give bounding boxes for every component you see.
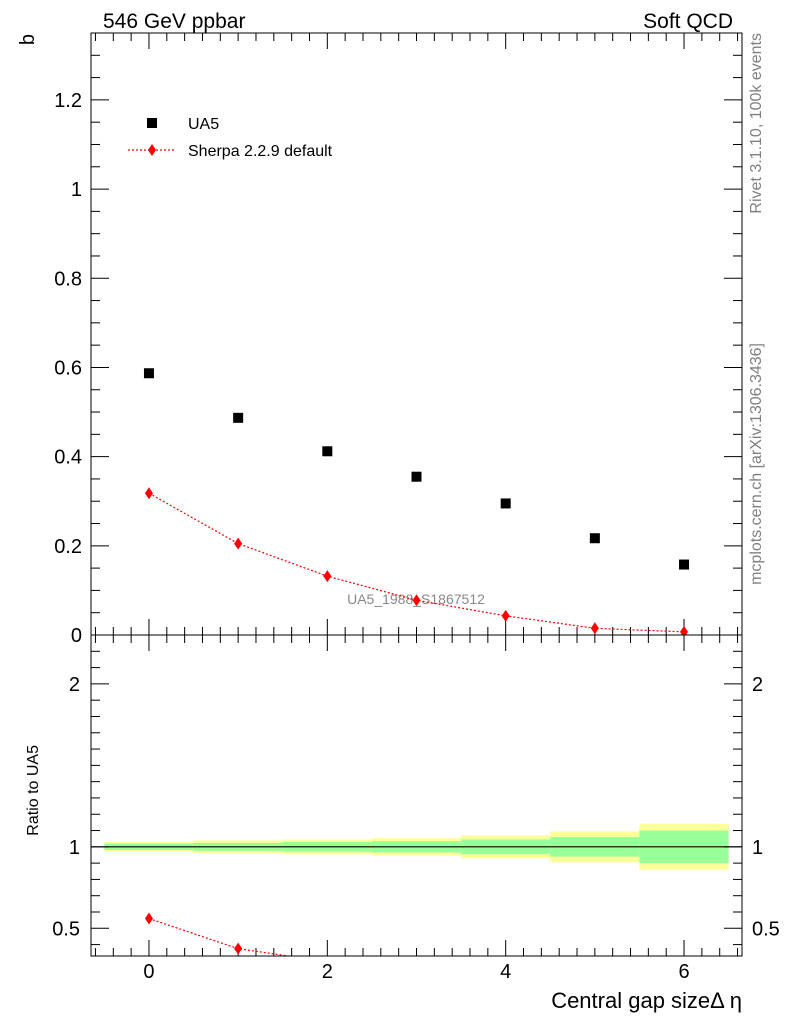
mcplots-label: mcplots.cern.ch [arXiv:1306.3436] <box>748 343 765 585</box>
sherpa-point <box>501 609 510 622</box>
sherpa-point <box>234 537 243 550</box>
ratio-y-tick-label-right: 2 <box>752 674 763 696</box>
ratio-y-tick-label: 0.5 <box>52 918 80 940</box>
sherpa-point <box>590 622 599 635</box>
ratio-y-tick-label-right: 1 <box>752 837 763 859</box>
sherpa-point <box>680 625 689 635</box>
legend: UA5 Sherpa 2.2.9 default <box>128 116 333 160</box>
main-y-tick-label: 1.2 <box>54 90 82 112</box>
ua5-point <box>589 533 600 544</box>
ua5-point <box>233 412 244 423</box>
legend-marker-sherpa <box>148 144 156 156</box>
ua5-point <box>411 471 422 482</box>
sherpa-ratio-point <box>413 968 421 980</box>
x-tick-label: 4 <box>500 961 511 983</box>
ratio-y-axis-label: Ratio to UA5 <box>25 745 42 836</box>
sherpa-line <box>148 492 685 633</box>
x-axis-label: Central gap sizeΔ η <box>551 988 742 1013</box>
sherpa-point <box>144 487 153 500</box>
main-y-tick-label: 0 <box>71 625 82 647</box>
main-y-tick-label: 0.8 <box>54 268 82 290</box>
main-y-tick-label: 0.2 <box>54 536 82 558</box>
ua5-point <box>679 559 690 570</box>
main-axis-ticks: 0 0.2 0.4 0.6 0.8 1 1.2 <box>54 33 742 647</box>
x-tick-label: 0 <box>143 961 154 983</box>
ua5-point <box>500 498 511 509</box>
sherpa-ratio-point <box>144 912 153 925</box>
legend-marker-ua5 <box>147 118 157 128</box>
ua5-point <box>143 368 154 379</box>
x-tick-label: 6 <box>678 961 689 983</box>
ratio-y-tick-label: 2 <box>69 674 80 696</box>
legend-label-ua5: UA5 <box>188 116 219 133</box>
sherpa-point <box>412 594 421 607</box>
main-y-axis-label: b <box>17 34 39 45</box>
ratio-frame <box>90 634 743 957</box>
ratio-y-tick-label: 1 <box>69 837 80 859</box>
main-y-tick-label: 0.6 <box>54 357 82 379</box>
main-series <box>143 368 690 635</box>
sherpa-point <box>323 570 332 583</box>
ratio-y-tick-label-right: 0.5 <box>752 918 780 940</box>
legend-label-sherpa: Sherpa 2.2.9 default <box>188 143 333 160</box>
ratio-series <box>144 912 421 980</box>
main-y-tick-label: 0.4 <box>54 447 82 469</box>
x-tick-label: 2 <box>322 961 333 983</box>
ratio-axis-ticks: 0 2 4 6 0.5 0.5 1 1 2 2 <box>52 635 780 983</box>
main-y-tick-label: 1 <box>71 179 82 201</box>
ratio-uncertainty-bands <box>91 824 742 870</box>
header-left-title: 546 GeV ppbar <box>103 10 245 33</box>
rivet-label: Rivet 3.1.10, 100k events <box>748 33 765 214</box>
header-right-title: Soft QCD <box>643 10 733 33</box>
sherpa-ratio-point <box>234 942 243 955</box>
ua5-point <box>322 446 333 457</box>
